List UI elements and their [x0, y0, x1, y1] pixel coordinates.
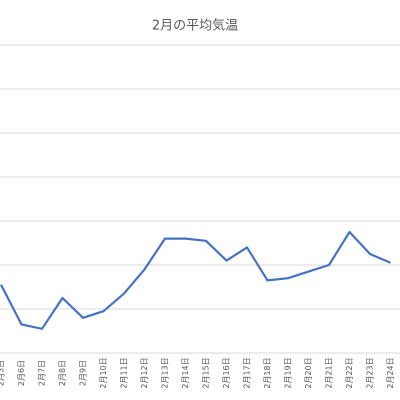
- x-tick-label: 2月18日: [263, 357, 272, 388]
- x-tick-label: 2月5日: [0, 360, 6, 386]
- x-tick-label: 2月24日: [386, 357, 395, 388]
- x-tick-label: 2月12日: [140, 357, 149, 388]
- chart-title: 2月の平均気温: [152, 18, 238, 34]
- x-tick-label: 2月17日: [243, 357, 252, 388]
- x-tick-label: 2月21日: [325, 357, 334, 388]
- x-tick-label: 2月14日: [181, 357, 190, 388]
- x-tick-label: 2月15日: [202, 357, 211, 388]
- x-tick-label: 2月22日: [345, 357, 354, 388]
- x-tick-label: 2月9日: [79, 360, 88, 386]
- x-tick-label: 2月11日: [120, 357, 129, 388]
- x-tick-label: 2月6日: [17, 360, 26, 386]
- x-tick-label: 2月19日: [284, 357, 293, 388]
- x-tick-label: 2月20日: [304, 357, 313, 388]
- x-tick-label: 2月23日: [366, 357, 375, 388]
- x-tick-label: 2月8日: [58, 360, 67, 386]
- x-tick-label: 2月13日: [161, 357, 170, 388]
- data-line: [0, 230, 391, 330]
- x-tick-label: 2月16日: [222, 357, 231, 388]
- x-tick-label: 2月10日: [99, 357, 108, 388]
- x-tick-label: 2月7日: [38, 360, 47, 386]
